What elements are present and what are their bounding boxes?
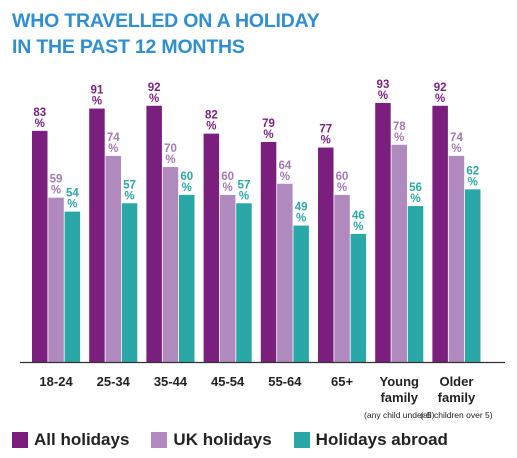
- data-label-unit-holidays-abroad-7: %: [410, 193, 420, 205]
- data-label-unit-all-holidays-2: %: [92, 96, 102, 108]
- x-tick-label-8-line-2: family: [438, 390, 476, 405]
- data-label-unit-holidays-abroad-6: %: [353, 221, 363, 233]
- legend-label-all-holidays: All holidays: [34, 430, 130, 449]
- legend-item-uk-holidays: UK holidays: [151, 430, 272, 450]
- bar-holidays-abroad-4: [236, 203, 252, 362]
- bar-holidays-abroad-6: [350, 233, 367, 362]
- data-label-uk-holidays-5: 64: [278, 160, 291, 172]
- bar-holidays-abroad-8: [465, 189, 481, 362]
- chart-title: WHO TRAVELLED ON A HOLIDAY IN THE PAST 1…: [12, 8, 502, 60]
- data-label-unit-all-holidays-6: %: [321, 135, 331, 147]
- data-label-unit-all-holidays-5: %: [263, 129, 273, 141]
- chart-title-line-1: WHO TRAVELLED ON A HOLIDAY: [12, 10, 320, 32]
- bar-holidays-abroad-5: [293, 225, 309, 362]
- data-label-uk-holidays-3: 70: [164, 143, 177, 155]
- data-label-unit-uk-holidays-6: %: [337, 182, 347, 194]
- data-label-unit-uk-holidays-7: %: [394, 132, 404, 144]
- data-label-unit-all-holidays-4: %: [206, 121, 216, 133]
- bar-all-holidays-3: [146, 105, 162, 362]
- bar-uk-holidays-1: [48, 197, 64, 362]
- data-label-all-holidays-6: 77: [319, 124, 332, 136]
- bar-uk-holidays-8: [448, 155, 465, 362]
- data-label-unit-uk-holidays-4: %: [223, 182, 233, 194]
- data-label-unit-all-holidays-8: %: [435, 93, 445, 105]
- data-label-uk-holidays-7: 78: [393, 121, 406, 133]
- bar-holidays-abroad-7: [407, 206, 424, 362]
- data-label-unit-holidays-abroad-3: %: [182, 182, 192, 194]
- data-label-holidays-abroad-3: 60: [180, 171, 193, 183]
- x-tick-label-8-line-1: Older: [439, 374, 473, 389]
- bar-uk-holidays-2: [105, 155, 121, 362]
- x-tick-label-7-line-1: Young: [380, 374, 420, 389]
- x-tick-label-2: 25-34: [97, 374, 131, 389]
- data-label-unit-all-holidays-3: %: [149, 93, 159, 105]
- chart-title-line-2: IN THE PAST 12 MONTHS: [12, 36, 245, 58]
- x-tick-label-7-line-2: family: [380, 390, 418, 405]
- x-tick-label-5: 55-64: [268, 374, 302, 389]
- data-label-uk-holidays-2: 74: [107, 132, 120, 144]
- data-label-unit-uk-holidays-8: %: [451, 143, 461, 155]
- data-label-unit-holidays-abroad-4: %: [239, 190, 249, 202]
- data-label-unit-uk-holidays-2: %: [108, 143, 118, 155]
- data-label-all-holidays-2: 91: [91, 85, 104, 97]
- x-tick-label-6: 65+: [331, 374, 353, 389]
- x-tick-note-8: (all children over 5): [420, 410, 492, 420]
- bar-uk-holidays-7: [391, 144, 407, 362]
- data-label-all-holidays-4: 82: [205, 110, 218, 122]
- data-label-uk-holidays-4: 60: [221, 171, 234, 183]
- bar-all-holidays-2: [89, 108, 105, 362]
- data-label-unit-uk-holidays-1: %: [51, 185, 61, 197]
- data-label-unit-holidays-abroad-8: %: [468, 176, 478, 188]
- data-label-unit-uk-holidays-5: %: [280, 171, 290, 183]
- x-tick-label-3: 35-44: [154, 374, 188, 389]
- data-label-holidays-abroad-4: 57: [238, 179, 251, 191]
- data-label-uk-holidays-8: 74: [450, 132, 463, 144]
- bar-all-holidays-1: [32, 130, 48, 362]
- bar-holidays-abroad-1: [64, 211, 81, 362]
- data-label-holidays-abroad-1: 54: [66, 188, 79, 200]
- bar-holidays-abroad-2: [121, 203, 138, 362]
- data-label-unit-all-holidays-7: %: [378, 90, 388, 102]
- bar-all-holidays-8: [432, 105, 448, 362]
- bar-uk-holidays-3: [162, 167, 179, 362]
- bar-all-holidays-7: [375, 102, 391, 363]
- legend-label-holidays-abroad: Holidays abroad: [315, 430, 448, 449]
- legend-swatch-uk-holidays: [151, 432, 168, 448]
- data-label-all-holidays-8: 92: [434, 82, 447, 94]
- bar-uk-holidays-6: [334, 194, 350, 362]
- bar-all-holidays-4: [203, 133, 220, 362]
- legend-swatch-all-holidays: [12, 432, 28, 448]
- legend-label-uk-holidays: UK holidays: [173, 430, 272, 449]
- data-label-unit-all-holidays-1: %: [35, 118, 45, 130]
- data-label-unit-holidays-abroad-5: %: [296, 213, 306, 225]
- data-label-holidays-abroad-6: 46: [352, 210, 365, 222]
- data-label-holidays-abroad-5: 49: [295, 202, 308, 214]
- chart-legend: All holidays UK holidays Holidays abroad: [12, 428, 512, 452]
- bar-chart: 83%59% 54%18-2491%74%57%25-3492%70%60%35-…: [20, 79, 505, 420]
- bar-all-holidays-5: [260, 141, 277, 362]
- bar-holidays-abroad-3: [179, 194, 195, 362]
- legend-swatch-holidays-abroad: [293, 432, 310, 448]
- data-label-unit-uk-holidays-3: %: [165, 154, 175, 166]
- bar-all-holidays-6: [318, 147, 334, 362]
- data-label-all-holidays-3: 92: [148, 82, 161, 94]
- data-label-uk-holidays-1: 59: [50, 174, 63, 186]
- data-label-all-holidays-1: 83: [33, 107, 46, 119]
- x-tick-note-7: (any child under 5): [364, 410, 435, 420]
- data-label-all-holidays-5: 79: [262, 118, 275, 130]
- data-label-holidays-abroad-2: 57: [123, 179, 136, 191]
- legend-item-holidays-abroad: Holidays abroad: [293, 430, 448, 450]
- x-tick-label-1: 18-24: [39, 374, 73, 389]
- data-label-unit-holidays-abroad-1: %: [67, 199, 77, 211]
- data-label-holidays-abroad-7: 56: [409, 182, 422, 194]
- data-label-all-holidays-7: 93: [377, 79, 390, 91]
- data-label-uk-holidays-6: 60: [336, 171, 349, 183]
- bar-uk-holidays-5: [277, 183, 293, 362]
- data-label-holidays-abroad-8: 62: [466, 165, 479, 177]
- data-label-unit-holidays-abroad-2: %: [124, 190, 134, 202]
- x-tick-label-4: 45-54: [211, 374, 245, 389]
- bar-uk-holidays-4: [219, 194, 236, 362]
- legend-item-all-holidays: All holidays: [12, 430, 129, 450]
